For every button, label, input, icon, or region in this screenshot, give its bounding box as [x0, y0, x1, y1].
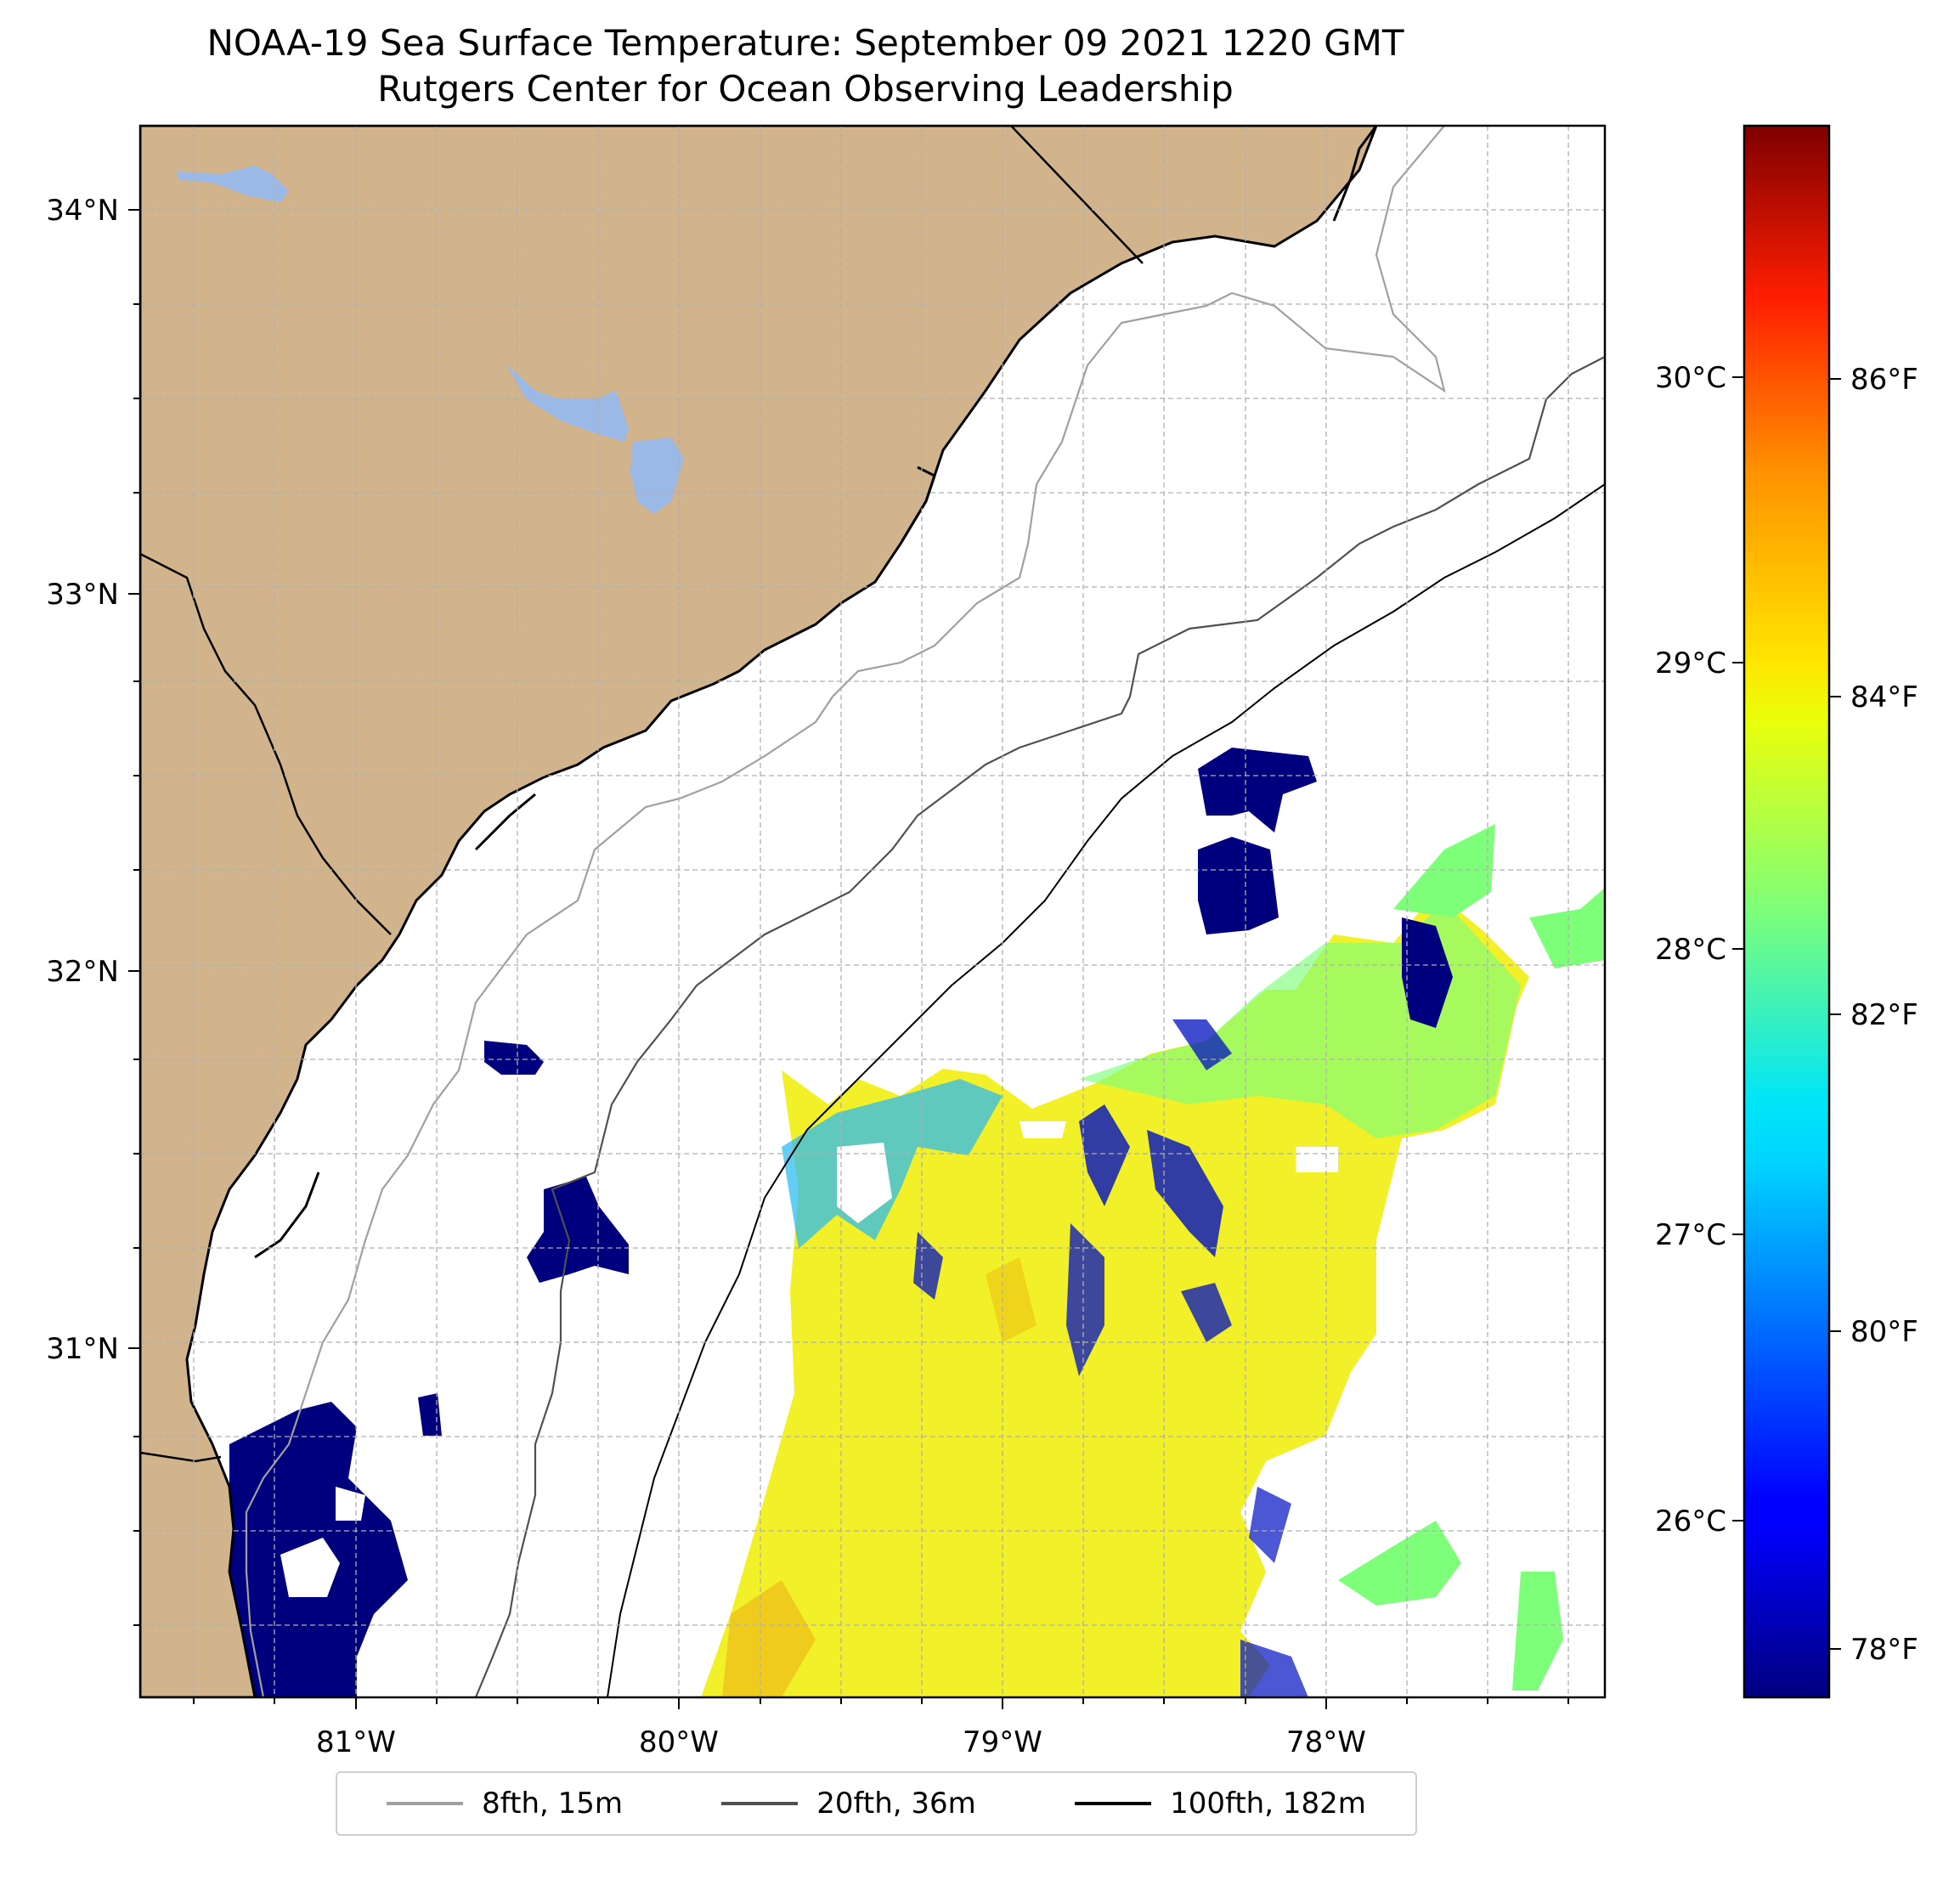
legend-swatch-20fth — [721, 1802, 799, 1805]
legend: 8fth, 15m 20fth, 36m 100fth, 182m — [336, 1771, 1417, 1836]
lon-label-79w: 79°W — [963, 1725, 1042, 1759]
colorbar-f-80: 80°F — [1850, 1315, 1918, 1349]
sst-field — [229, 748, 1605, 1697]
colorbar-f-84: 84°F — [1850, 680, 1918, 714]
colorbar — [1743, 124, 1831, 1699]
lat-label-31n: 31°N — [46, 1332, 119, 1366]
legend-item-100fth: 100fth, 182m — [1075, 1787, 1366, 1821]
inland-water — [177, 166, 289, 202]
lon-label-80w: 80°W — [639, 1725, 719, 1759]
legend-label-100fth: 100fth, 182m — [1170, 1787, 1366, 1821]
lat-label-32n: 32°N — [46, 955, 119, 989]
colorbar-c-30: 30°C — [1655, 361, 1726, 395]
colorbar-c-28: 28°C — [1655, 933, 1726, 967]
colorbar-c-29: 29°C — [1655, 646, 1726, 680]
lon-label-78w: 78°W — [1286, 1725, 1366, 1759]
colorbar-f-82: 82°F — [1850, 998, 1918, 1032]
map-frame — [138, 124, 1607, 1699]
legend-swatch-100fth — [1075, 1802, 1152, 1805]
map-area — [140, 126, 1605, 1697]
colorbar-c-27: 27°C — [1655, 1218, 1726, 1252]
lon-label-81w: 81°W — [316, 1725, 396, 1759]
gridlines — [140, 126, 1605, 1697]
legend-label-20fth: 20fth, 36m — [816, 1787, 976, 1821]
lat-label-34n: 34°N — [46, 194, 119, 228]
chart-title: NOAA-19 Sea Surface Temperature: Septemb… — [206, 22, 1404, 64]
lat-label-33n: 33°N — [46, 578, 119, 612]
isobath-20fth — [474, 356, 1605, 1697]
land — [140, 126, 1378, 1697]
legend-label-8fth: 8fth, 15m — [482, 1787, 624, 1821]
legend-item-8fth: 8fth, 15m — [387, 1787, 623, 1821]
colorbar-f-86: 86°F — [1850, 363, 1918, 397]
isobath-8fth — [245, 126, 1446, 1697]
colorbar-f-78: 78°F — [1850, 1633, 1918, 1667]
chart-subtitle: Rutgers Center for Ocean Observing Leade… — [377, 68, 1234, 110]
legend-swatch-8fth — [387, 1802, 464, 1805]
legend-item-20fth: 20fth, 36m — [721, 1787, 976, 1821]
colorbar-c-26: 26°C — [1655, 1505, 1726, 1538]
